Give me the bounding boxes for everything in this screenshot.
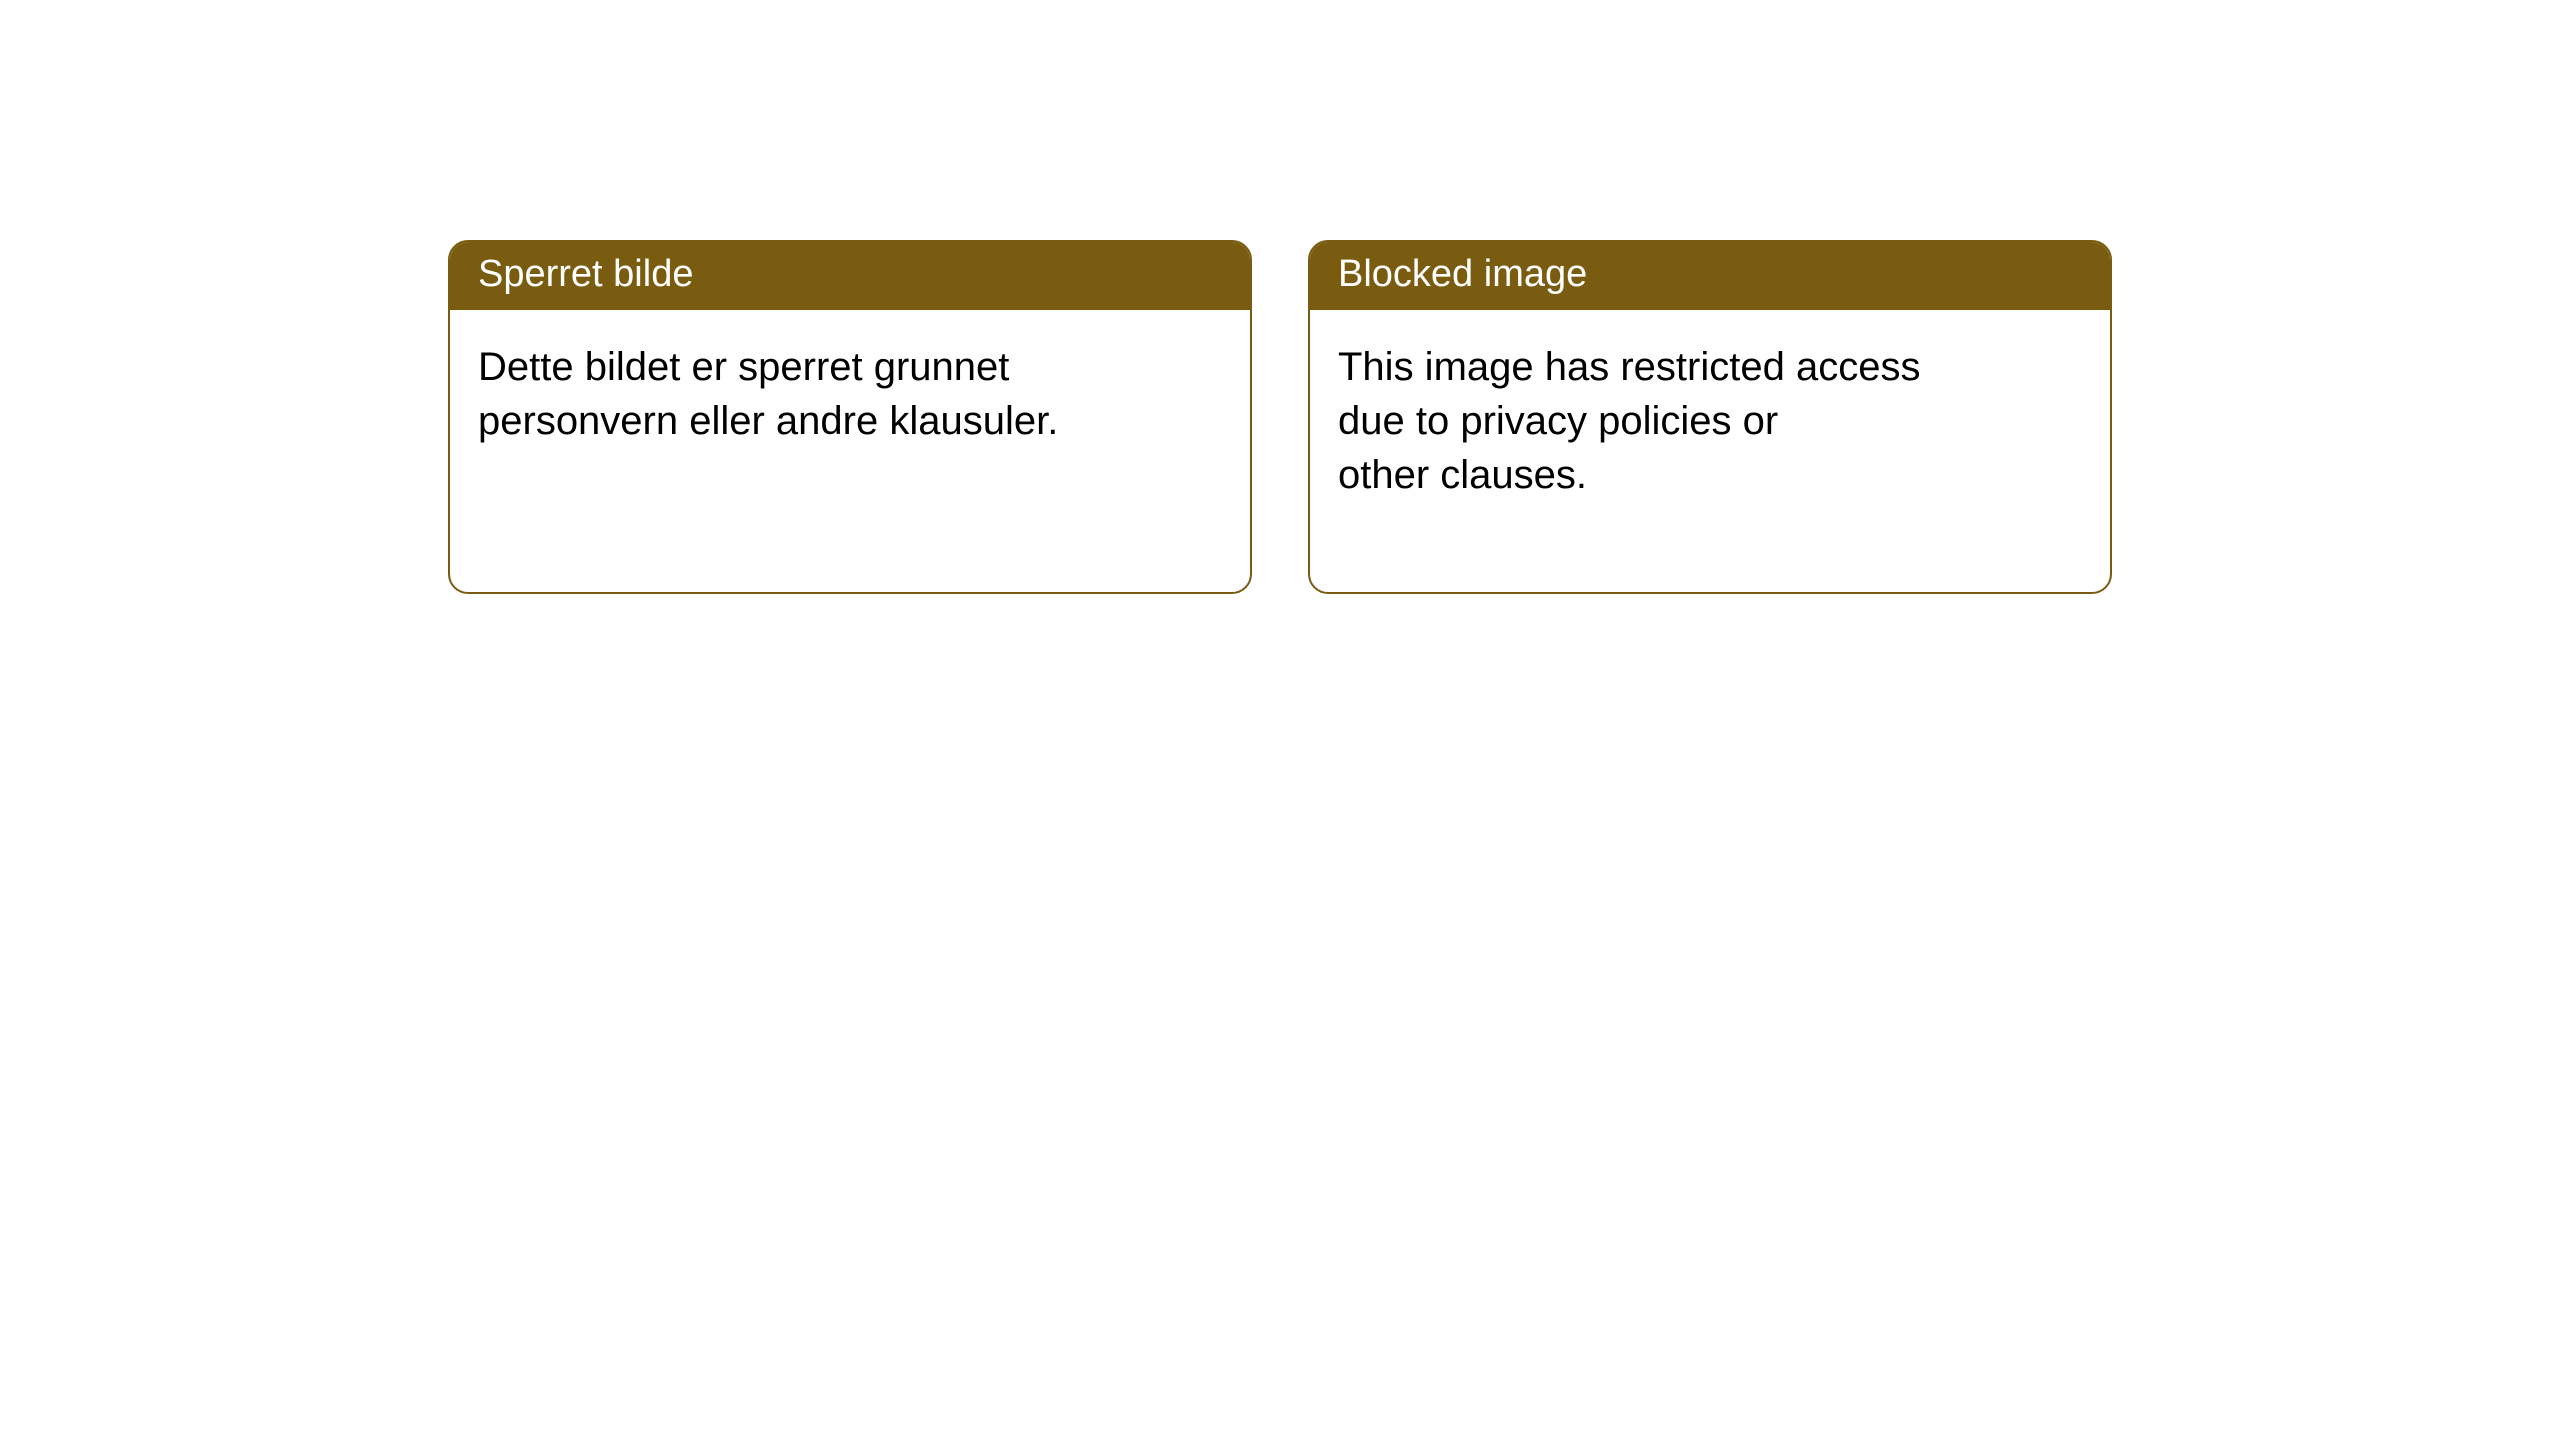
notice-card-english: Blocked image This image has restricted … (1308, 240, 2112, 594)
notice-title-english: Blocked image (1310, 242, 2110, 310)
notice-card-norwegian: Sperret bilde Dette bildet er sperret gr… (448, 240, 1252, 594)
notice-title-norwegian: Sperret bilde (450, 242, 1250, 310)
notice-container: Sperret bilde Dette bildet er sperret gr… (0, 0, 2560, 594)
notice-body-english: This image has restricted access due to … (1310, 310, 2110, 592)
notice-body-norwegian: Dette bildet er sperret grunnet personve… (450, 310, 1250, 538)
